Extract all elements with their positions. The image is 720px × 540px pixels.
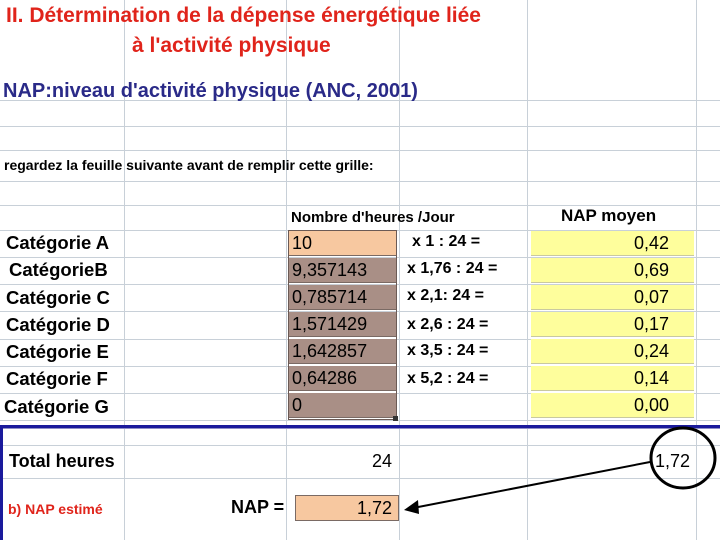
grid-row-line [0,445,720,446]
section-separator [0,425,720,428]
grid-row-line [0,181,720,182]
grid-row-line [0,284,720,285]
grid-row-line [0,150,720,151]
category-label: CatégorieB [9,259,108,280]
highlight-circle [649,426,717,490]
section-separator-shadow [0,428,720,429]
nap-estime-cell[interactable]: 1,72 [295,495,399,521]
hours-input-cell[interactable]: 0,64286 [289,366,396,391]
grid-row-line [0,205,720,206]
nap-value-cell[interactable]: 0,07 [531,285,694,310]
annotation-arrow-line [407,461,651,510]
hours-input-cell[interactable]: 0 [289,393,396,418]
left-border [0,428,3,540]
total-hours-value: 24 [372,451,393,471]
category-label: Catégorie E [6,341,109,362]
formula-text: x 3,5 : 24 = [407,342,489,359]
hours-input-cell[interactable]: 1,571429 [289,312,396,337]
nap-value-cell[interactable]: 0,14 [531,366,694,391]
hours-input-cell[interactable]: 0,785714 [289,285,396,310]
category-label: Catégorie F [6,368,108,389]
instruction-text: regardez la feuille suivante avant de re… [4,157,374,173]
page-title-line2: à l'activité physique [132,34,331,57]
hours-input-cell[interactable]: 1,642857 [289,339,396,364]
nap-column-header: NAP moyen [561,206,657,225]
grid-column-line [124,0,125,540]
category-label: Catégorie D [6,314,110,335]
grid-column-line [527,0,528,540]
nap-estime-value: 1,72 [356,498,392,518]
nap-estime-label: b) NAP estimé [8,501,103,517]
grid-row-line [0,126,720,127]
page-title-line1: II. Détermination de la dépense énergéti… [6,4,481,27]
hours-input-cell[interactable]: 9,357143 [289,258,396,283]
grid-column-line [696,0,697,540]
formula-text: x 5,2 : 24 = [407,370,489,387]
total-nap-value: 1,72 [655,451,691,471]
nap-value-cell[interactable]: 0,24 [531,339,694,364]
nap-value-cell[interactable]: 0,69 [531,258,694,283]
category-label: Catégorie A [6,232,110,253]
formula-text: x 2,1: 24 = [407,287,484,304]
grid-column-line [399,0,400,540]
category-label: Catégorie G [4,396,109,417]
nap-subtitle: NAP:niveau d'activité physique (ANC, 200… [3,80,418,102]
grid-row-line [0,420,720,421]
hours-input-cell[interactable]: 10 [289,231,396,256]
grid-row-line [0,100,720,101]
hours-column-header: Nombre d'heures /Jour [291,209,455,226]
grid-row-line [0,311,720,312]
grid-row-line [0,478,720,479]
formula-text: x 1 : 24 = [412,233,481,250]
annotation-arrow-head [404,500,419,514]
grid-column-line [286,0,287,540]
nap-equals-label: NAP = [231,497,285,517]
grid-row-line [0,257,720,258]
fill-handle[interactable] [393,416,398,421]
formula-text: x 2,6 : 24 = [407,316,489,333]
nap-value-cell[interactable]: 0,42 [531,231,694,256]
category-label: Catégorie C [6,287,110,308]
formula-text: x 1,76 : 24 = [407,260,498,277]
nap-value-cell[interactable]: 0,00 [531,393,694,418]
nap-value-cell[interactable]: 0,17 [531,312,694,337]
total-hours-label: Total heures [9,451,115,471]
